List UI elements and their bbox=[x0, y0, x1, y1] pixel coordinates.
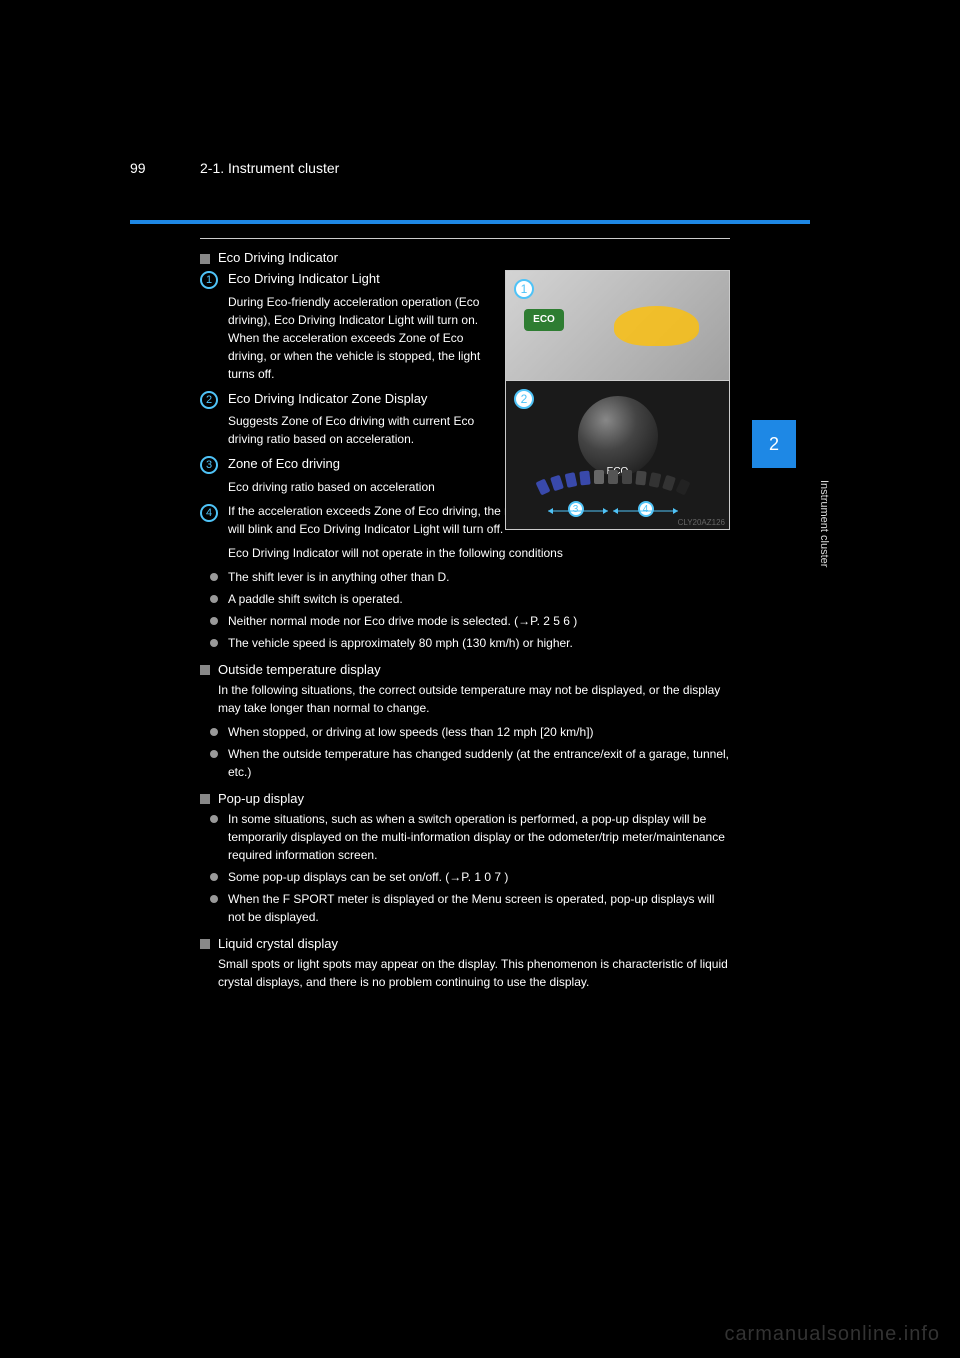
section-title-outside-temp: Outside temperature display bbox=[200, 662, 730, 677]
body-1: During Eco-friendly acceleration operati… bbox=[200, 293, 490, 383]
bullet-text: When stopped, or driving at low speeds (… bbox=[228, 725, 594, 739]
eco-badge: ECO bbox=[524, 309, 564, 331]
figure-bottom-panel: 2 ECO 3 4 bbox=[506, 381, 729, 529]
bullet-text: Some pop-up displays can be set on/off. … bbox=[228, 870, 508, 884]
eco-arc bbox=[538, 464, 698, 494]
section-title-eco: Eco Driving Indicator bbox=[200, 250, 490, 265]
white-divider bbox=[200, 238, 730, 239]
figure-callout-2-icon: 2 bbox=[514, 389, 534, 409]
bullet: When stopped, or driving at low speeds (… bbox=[200, 723, 730, 741]
section-title-lcd: Liquid crystal display bbox=[200, 936, 730, 951]
outside-temp-body: In the following situations, the correct… bbox=[200, 681, 730, 717]
figure-measure: 3 4 bbox=[548, 501, 688, 521]
bullet-text: When the F SPORT meter is displayed or t… bbox=[228, 892, 714, 924]
bullet: The vehicle speed is approximately 80 mp… bbox=[200, 634, 730, 652]
label: Liquid crystal display bbox=[218, 936, 338, 951]
item-1: 1 Eco Driving Indicator Light bbox=[200, 269, 490, 289]
heading: Eco Driving Indicator Zone Display bbox=[228, 391, 427, 406]
label: Outside temperature display bbox=[218, 662, 381, 677]
label: Eco Driving Indicator bbox=[218, 250, 338, 265]
page-number: 99 bbox=[130, 160, 146, 176]
section-title-popup: Pop-up display bbox=[200, 791, 730, 806]
bullet-dot-icon bbox=[210, 595, 218, 603]
figure-top-panel: 1 ECO bbox=[506, 271, 729, 381]
watermark: carmanualsonline.info bbox=[724, 1323, 940, 1346]
heading: Zone of Eco driving bbox=[228, 456, 340, 471]
callout-4-icon: 4 bbox=[200, 504, 218, 522]
bullet-text: A paddle shift switch is operated. bbox=[228, 592, 403, 606]
bullet-dot-icon bbox=[210, 728, 218, 736]
callout-3-icon: 3 bbox=[200, 456, 218, 474]
bullet: Neither normal mode nor Eco drive mode i… bbox=[200, 612, 730, 630]
bullet: In some situations, such as when a switc… bbox=[200, 810, 730, 864]
bullet-dot-icon bbox=[210, 617, 218, 625]
bullet-dot-icon bbox=[210, 750, 218, 758]
callout-2-icon: 2 bbox=[200, 391, 218, 409]
body-2: Suggests Zone of Eco driving with curren… bbox=[200, 412, 490, 448]
side-tab: 2 bbox=[752, 420, 796, 468]
bullet-dot-icon bbox=[210, 573, 218, 581]
bullet-dot-icon bbox=[210, 815, 218, 823]
square-marker-icon bbox=[200, 794, 210, 804]
bullet: A paddle shift switch is operated. bbox=[200, 590, 730, 608]
side-tab-label: Instrument cluster bbox=[818, 480, 830, 567]
figure-eco-indicator: 1 ECO 2 ECO bbox=[505, 270, 730, 530]
square-marker-icon bbox=[200, 254, 210, 264]
bullet-text: In some situations, such as when a switc… bbox=[228, 812, 725, 862]
item-3: 3 Zone of Eco driving bbox=[200, 454, 490, 474]
bullet-dot-icon bbox=[210, 873, 218, 881]
square-marker-icon bbox=[200, 939, 210, 949]
blue-divider bbox=[130, 220, 810, 224]
body-3: Eco driving ratio based on acceleration bbox=[200, 478, 490, 496]
bullet-text: Neither normal mode nor Eco drive mode i… bbox=[228, 614, 577, 628]
bullet-text: The vehicle speed is approximately 80 mp… bbox=[228, 636, 573, 650]
content-area: Eco Driving Indicator 1 Eco Driving Indi… bbox=[200, 250, 730, 997]
lcd-body: Small spots or light spots may appear on… bbox=[200, 955, 730, 991]
item-2: 2 Eco Driving Indicator Zone Display bbox=[200, 389, 490, 409]
figure-callout-1-icon: 1 bbox=[514, 279, 534, 299]
bullet: Some pop-up displays can be set on/off. … bbox=[200, 868, 730, 886]
bullet: The shift lever is in anything other tha… bbox=[200, 568, 730, 586]
figure-id-label: CLY20AZ126 bbox=[678, 518, 725, 527]
bullet-text: The shift lever is in anything other tha… bbox=[228, 570, 449, 584]
bullet-dot-icon bbox=[210, 639, 218, 647]
dashboard-highlight bbox=[614, 306, 699, 346]
callout-1-icon: 1 bbox=[200, 271, 218, 289]
bullet: When the F SPORT meter is displayed or t… bbox=[200, 890, 730, 926]
bullet-text: When the outside temperature has changed… bbox=[228, 747, 729, 779]
heading: Eco Driving Indicator Light bbox=[228, 271, 380, 286]
measure-arrows-icon bbox=[548, 501, 688, 521]
label: Pop-up display bbox=[218, 791, 304, 806]
square-marker-icon bbox=[200, 665, 210, 675]
section-header: 2-1. Instrument cluster bbox=[200, 160, 339, 176]
bullet-dot-icon bbox=[210, 895, 218, 903]
eco-note: Eco Driving Indicator will not operate i… bbox=[200, 544, 730, 562]
bullet: When the outside temperature has changed… bbox=[200, 745, 730, 781]
